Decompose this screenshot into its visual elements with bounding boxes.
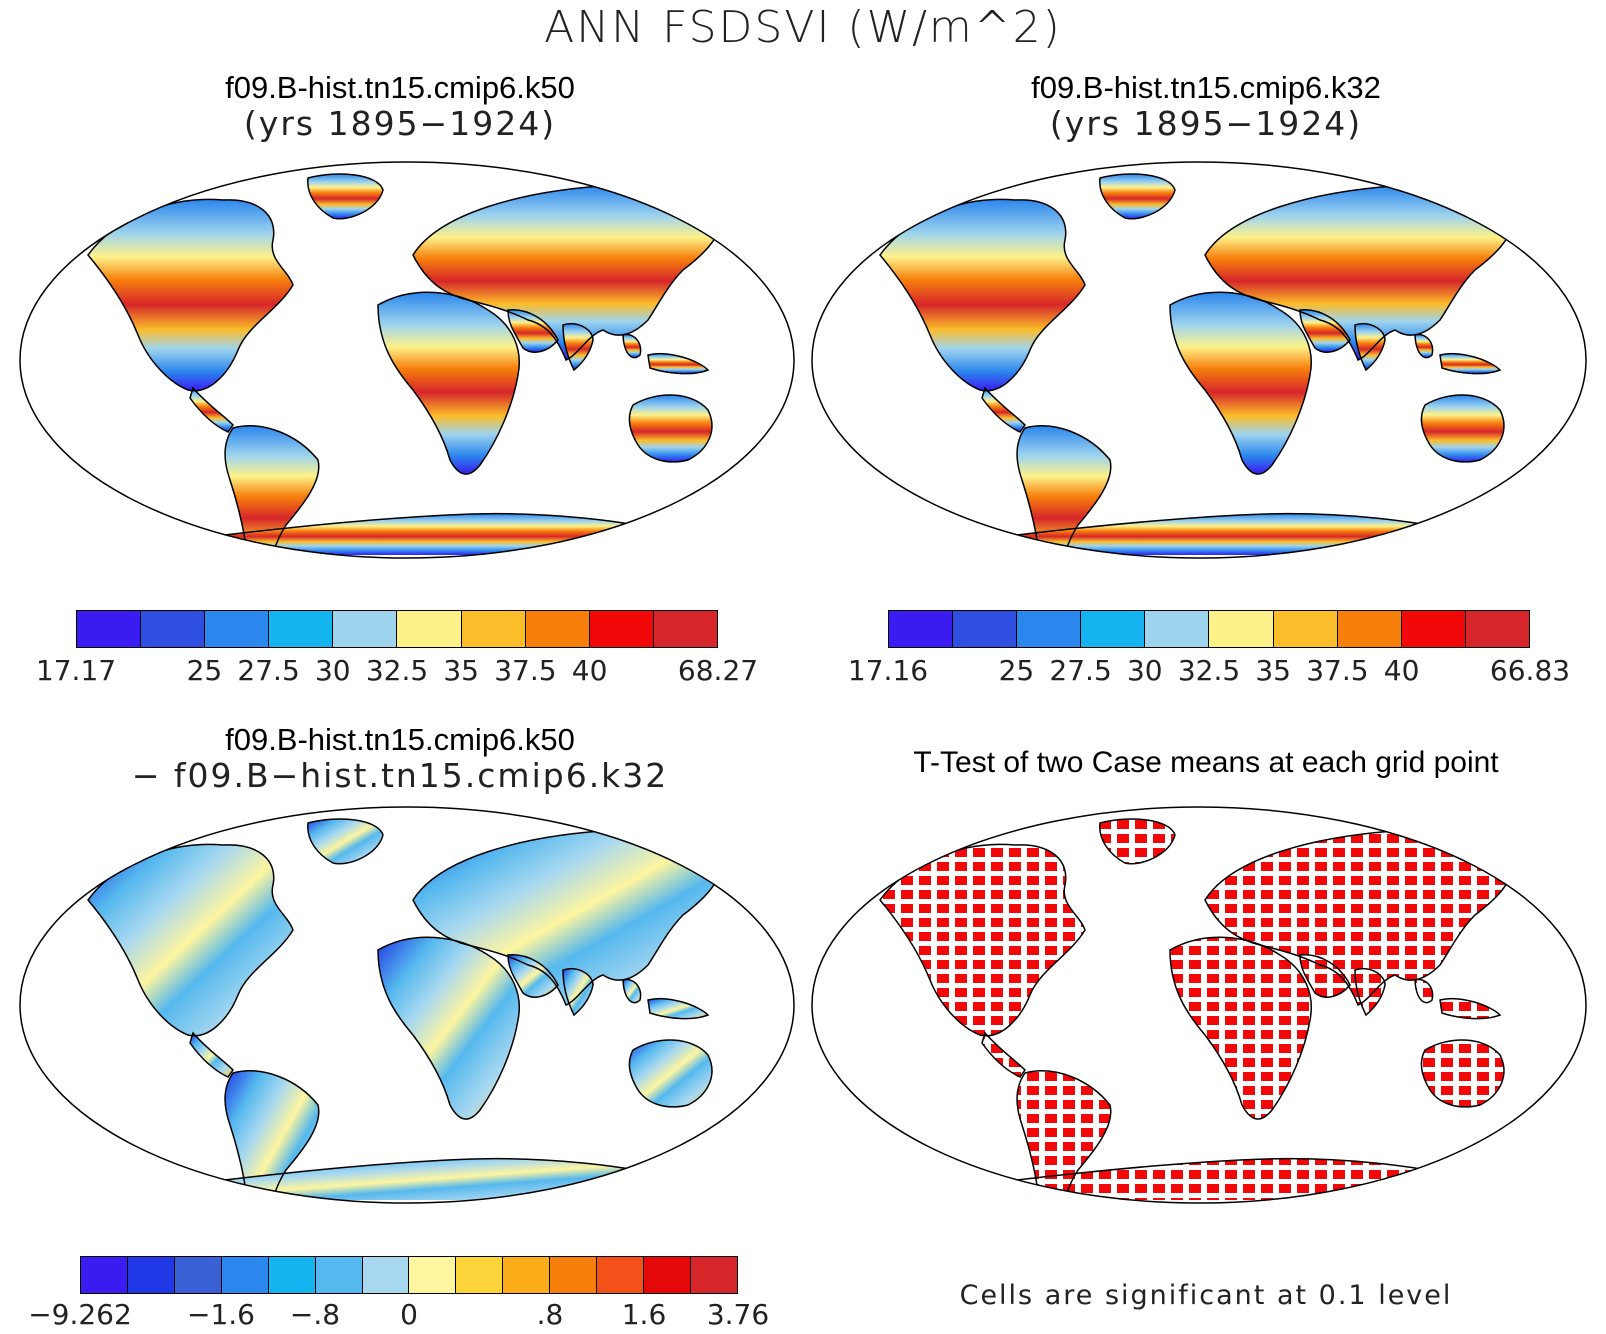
- map-panel-4: [811, 806, 1587, 1204]
- panel-3-title-case: f09.B-hist.tn15.cmip6.k50: [225, 722, 575, 757]
- panel-1-title-years: (yrs 1895−1924): [243, 104, 557, 143]
- colorbar-3-cells: [80, 1256, 738, 1294]
- colorbar-2-cell: [1337, 611, 1402, 647]
- colorbar-1-cell: [653, 611, 717, 647]
- panel-1-title: f09.B-hist.tn15.cmip6.k50 (yrs 1895−1924…: [0, 70, 800, 142]
- panel-1-title-case: f09.B-hist.tn15.cmip6.k50: [225, 70, 575, 105]
- panel-3-title-diff: − f09.B−hist.tn15.cmip6.k32: [131, 756, 669, 795]
- colorbar-3-label: 1.6: [621, 1298, 667, 1331]
- colorbar-3-cell: [644, 1257, 691, 1293]
- colorbar-1-label: 37.5: [494, 654, 557, 687]
- colorbar-2-cell: [1017, 611, 1082, 647]
- map-panel-2: [811, 161, 1587, 559]
- colorbar-1-label: 30: [314, 654, 351, 687]
- colorbar-3-label: −9.262: [28, 1298, 132, 1331]
- map-panel-3: [19, 806, 795, 1204]
- colorbar-1-cell: [589, 611, 654, 647]
- colorbar-2-cell: [1081, 611, 1146, 647]
- colorbar-3-label: 0: [400, 1298, 418, 1331]
- colorbar-3-cell: [409, 1257, 457, 1293]
- colorbar-3-cell: [315, 1257, 363, 1293]
- colorbar-2-label: 66.83: [1489, 654, 1571, 687]
- colorbar-3-label: −1.6: [187, 1298, 255, 1331]
- colorbar-2-cell: [1401, 611, 1466, 647]
- colorbar-1-cell: [141, 611, 206, 647]
- colorbar-1-cell: [77, 611, 142, 647]
- colorbar-2-label: 27.5: [1049, 654, 1112, 687]
- panel-3-title: f09.B-hist.tn15.cmip6.k50 − f09.B−hist.t…: [0, 722, 800, 794]
- colorbar-1-label: 27.5: [237, 654, 300, 687]
- colorbar-2-cell: [1145, 611, 1210, 647]
- colorbar-2-label: 17.16: [847, 654, 929, 687]
- colorbar-2-cell: [889, 611, 954, 647]
- colorbar-1-label: 68.27: [677, 654, 759, 687]
- colorbar-1-label: 35: [443, 654, 480, 687]
- colorbar-1-label: 32.5: [365, 654, 429, 687]
- colorbar-1-cell: [333, 611, 398, 647]
- colorbar-3-cell: [362, 1257, 410, 1293]
- colorbar-2-cell: [953, 611, 1018, 647]
- colorbar-2-label: 25: [998, 654, 1035, 687]
- colorbar-3-cell: [597, 1257, 645, 1293]
- colorbar-3-cell: [221, 1257, 269, 1293]
- figure-title: ANN FSDSVI (W/m^2): [544, 2, 1062, 53]
- colorbar-3: −9.262 −1.6 −.8 0 .8 1.6 3.76: [28, 1256, 769, 1331]
- colorbar-1: 17.17 25 27.5 30 32.5 35 37.5 40 68.27: [36, 610, 758, 687]
- panel-2-title-years: (yrs 1895−1924): [1049, 104, 1363, 143]
- colorbar-2-labels: 17.16 25 27.5 30 32.5 35 37.5 40 66.83: [848, 654, 1570, 690]
- colorbar-1-labels: 17.17 25 27.5 30 32.5 35 37.5 40 68.27: [36, 654, 758, 690]
- colorbar-2-cell: [1273, 611, 1338, 647]
- colorbar-3-labels: −9.262 −1.6 −.8 0 .8 1.6 3.76: [28, 1298, 769, 1334]
- colorbar-1-cell: [397, 611, 462, 647]
- colorbar-2-label: 37.5: [1306, 654, 1369, 687]
- colorbar-1-label: 40: [571, 654, 608, 687]
- colorbar-1-label: 25: [186, 654, 223, 687]
- colorbar-2-cell: [1465, 611, 1529, 647]
- colorbar-3-cell: [550, 1257, 598, 1293]
- colorbar-3-cell: [81, 1257, 128, 1293]
- colorbar-3-cell: [503, 1257, 551, 1293]
- significance-note: Cells are significant at 0.1 level: [959, 1280, 1453, 1311]
- colorbar-3-cell: [127, 1257, 175, 1293]
- colorbar-3-cell: [268, 1257, 316, 1293]
- colorbar-2-label: 32.5: [1177, 654, 1241, 687]
- map-panel-1: [19, 161, 795, 559]
- colorbar-1-cell: [525, 611, 590, 647]
- colorbar-3-label: .8: [536, 1298, 564, 1331]
- panel-2-title-case: f09.B-hist.tn15.cmip6.k32: [1031, 70, 1381, 105]
- colorbar-3-cell: [456, 1257, 504, 1293]
- colorbar-2-label: 40: [1383, 654, 1420, 687]
- colorbar-2-label: 30: [1126, 654, 1163, 687]
- colorbar-3-label: −.8: [289, 1298, 341, 1331]
- colorbar-3-cell: [690, 1257, 737, 1293]
- colorbar-3-label: 3.76: [706, 1298, 770, 1331]
- colorbar-2-cell: [1209, 611, 1274, 647]
- colorbar-1-cells: [76, 610, 718, 648]
- colorbar-1-cell: [205, 611, 270, 647]
- colorbar-2: 17.16 25 27.5 30 32.5 35 37.5 40 66.83: [848, 610, 1570, 687]
- colorbar-1-label: 17.17: [35, 654, 117, 687]
- colorbar-2-cells: [888, 610, 1530, 648]
- colorbar-1-cell: [269, 611, 334, 647]
- panel-2-title: f09.B-hist.tn15.cmip6.k32 (yrs 1895−1924…: [806, 70, 1606, 142]
- colorbar-1-cell: [461, 611, 526, 647]
- colorbar-2-label: 35: [1255, 654, 1292, 687]
- panel-4-title: T-Test of two Case means at each grid po…: [913, 746, 1499, 779]
- colorbar-3-cell: [174, 1257, 222, 1293]
